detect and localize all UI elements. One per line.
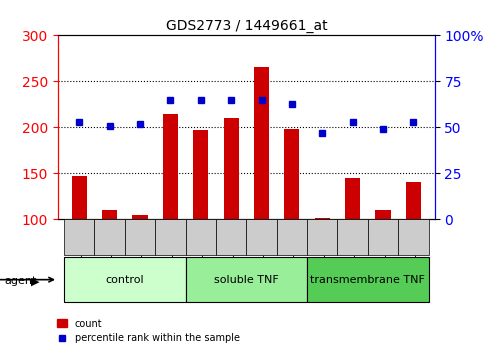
Bar [71, 176, 87, 219]
FancyBboxPatch shape [64, 219, 94, 255]
FancyBboxPatch shape [277, 219, 307, 255]
FancyBboxPatch shape [398, 219, 428, 255]
FancyBboxPatch shape [246, 219, 277, 255]
Bar [163, 114, 178, 219]
Text: soluble TNF: soluble TNF [214, 275, 279, 285]
FancyBboxPatch shape [94, 219, 125, 255]
FancyBboxPatch shape [125, 219, 155, 255]
Legend: count, percentile rank within the sample: count, percentile rank within the sample [53, 315, 243, 347]
FancyBboxPatch shape [338, 219, 368, 255]
Text: agent: agent [0, 275, 53, 285]
Bar [284, 129, 299, 219]
Text: control: control [105, 275, 144, 285]
Bar [254, 67, 269, 219]
FancyBboxPatch shape [368, 219, 398, 255]
Bar [406, 182, 421, 219]
Text: ▶: ▶ [31, 276, 40, 286]
Bar [315, 218, 330, 219]
Bar [193, 130, 208, 219]
Text: transmembrane TNF: transmembrane TNF [311, 275, 426, 285]
Bar [345, 178, 360, 219]
Title: GDS2773 / 1449661_at: GDS2773 / 1449661_at [166, 19, 327, 33]
FancyBboxPatch shape [216, 219, 246, 255]
Bar [102, 210, 117, 219]
Bar [132, 215, 148, 219]
Bar [375, 210, 391, 219]
FancyBboxPatch shape [64, 257, 185, 302]
FancyBboxPatch shape [307, 219, 338, 255]
FancyBboxPatch shape [155, 219, 185, 255]
FancyBboxPatch shape [307, 257, 428, 302]
Text: agent: agent [5, 276, 37, 286]
FancyBboxPatch shape [185, 219, 216, 255]
FancyBboxPatch shape [185, 257, 307, 302]
Bar [224, 118, 239, 219]
